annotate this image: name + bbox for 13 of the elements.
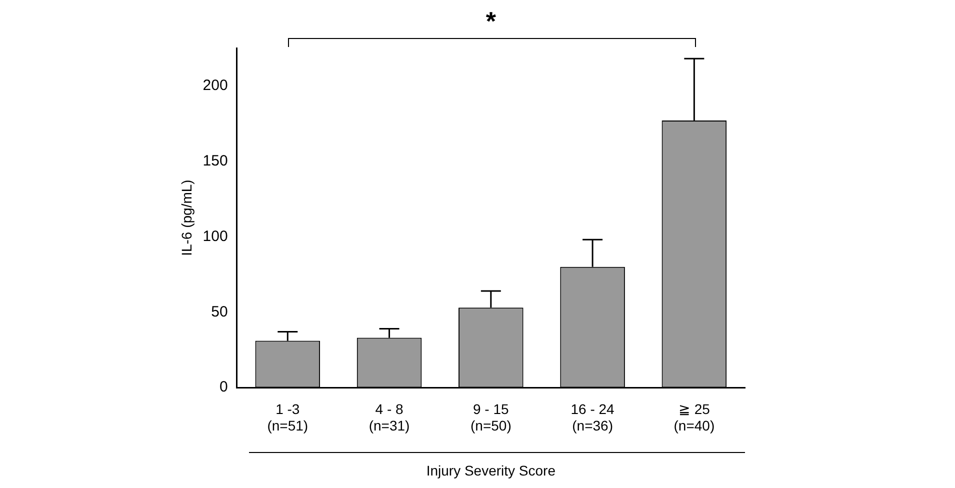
y-tick-label: 150 bbox=[202, 152, 228, 170]
x-tick-label: 16 - 24 (n=36) bbox=[570, 400, 615, 434]
x-tick-label: 9 - 15 (n=50) bbox=[470, 400, 512, 434]
y-tick-label: 100 bbox=[202, 228, 228, 245]
x-axis-title: Injury Severity Score bbox=[426, 462, 556, 478]
x-tick-label: ≧ 25 (n=40) bbox=[674, 400, 715, 434]
y-tick-label: 0 bbox=[219, 378, 228, 396]
text: * bbox=[486, 6, 496, 37]
y-tick-label: 50 bbox=[211, 303, 228, 320]
x-tick-label: 1 -3 (n=51) bbox=[267, 400, 308, 434]
x-tick-label: 4 - 8 (n=31) bbox=[368, 400, 410, 434]
y-tick-label: 200 bbox=[202, 76, 228, 94]
y-axis-title: IL-6 (pg/mL) bbox=[178, 180, 194, 256]
